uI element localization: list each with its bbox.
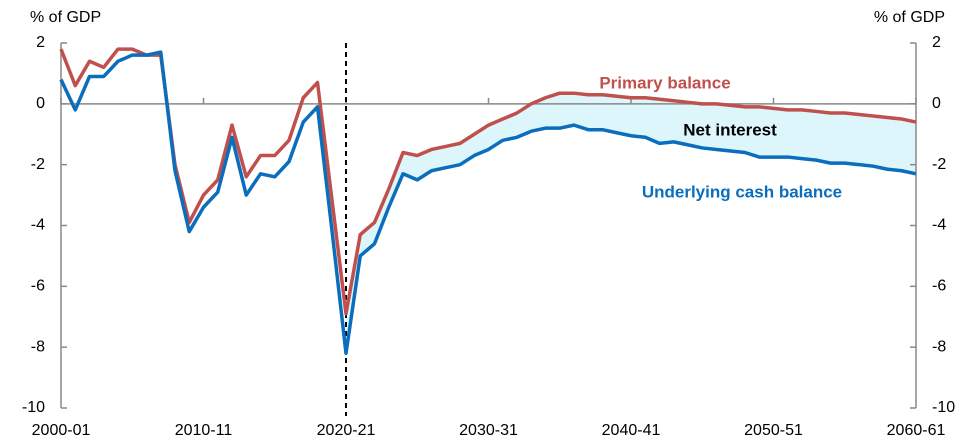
series-line [59,50,917,355]
x-tick-label: 2020-21 [317,422,376,439]
y-tick-label: -4 [31,217,45,234]
y2-tick-label: -10 [932,399,955,416]
y-axis-label: % of GDP [30,9,101,26]
y-tick-label: -2 [31,156,45,173]
x-tick-label: 2060-61 [887,422,946,439]
net-interest-area [346,93,916,354]
series-line [59,47,917,316]
x-tick-label: 2030-31 [459,422,518,439]
annotation: Underlying cash balance [642,182,842,201]
y2-tick-label: -6 [932,278,946,295]
annotation: Primary balance [599,73,730,92]
annotation: Net interest [683,120,777,139]
x-tick-label: 2040-41 [602,422,661,439]
y2-tick-label: -4 [932,217,946,234]
y2-tick-label: 2 [932,34,941,51]
x-tick-label: 2010-11 [175,422,233,439]
y2-tick-label: 0 [932,95,941,112]
y-tick-label: -8 [31,338,45,355]
y2-tick-label: -2 [932,156,946,173]
y2-tick-label: -8 [932,338,946,355]
y-tick-label: -6 [31,278,45,295]
y-tick-label: 0 [36,95,45,112]
y2-axis-label: % of GDP [874,9,945,26]
y-tick-label: -10 [22,399,45,416]
y-tick-label: 2 [36,34,45,51]
x-tick-label: 2000-01 [32,422,91,439]
x-tick-label: 2050-51 [744,422,803,439]
